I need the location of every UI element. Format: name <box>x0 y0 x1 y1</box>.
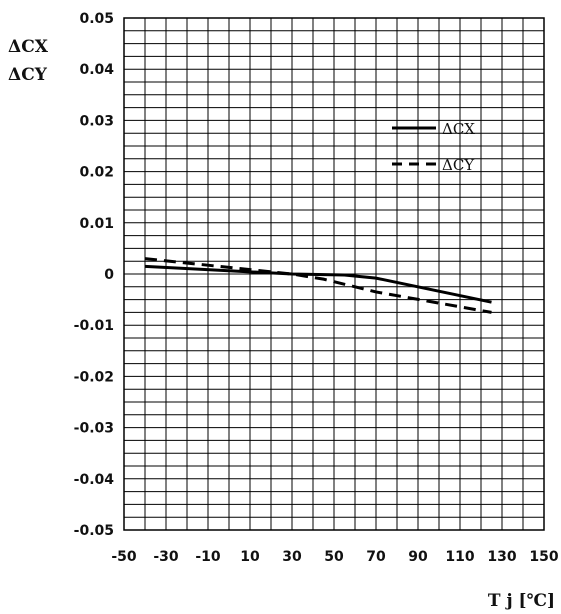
y-tick-label: 0.05 <box>79 11 114 27</box>
y-tick-labels: 0.05 0.04 0.03 0.02 0.01 0 -0.01 -0.02 -0.03 -0.0… <box>74 11 115 539</box>
series-group <box>144 257 492 314</box>
legend: ΔCX ΔCY <box>392 120 475 174</box>
x-tick-label: 70 <box>366 549 386 565</box>
y-tick-label: -0.04 <box>74 472 115 488</box>
y-axis-label-cy: ΔCY <box>8 65 48 85</box>
x-tick-label: -10 <box>195 549 221 565</box>
x-tick-label: 10 <box>240 549 260 565</box>
x-tick-label: 90 <box>408 549 428 565</box>
series-line-cy <box>144 257 492 314</box>
y-tick-label: 0.04 <box>79 62 114 78</box>
y-tick-label: 0 <box>104 267 114 283</box>
legend-label-cy: ΔCY <box>442 156 475 174</box>
y-axis-label-cx: ΔCX <box>8 37 49 57</box>
x-tick-label: -50 <box>111 549 137 565</box>
y-tick-label: -0.01 <box>74 318 114 334</box>
legend-label-cx: ΔCX <box>442 120 475 138</box>
series-line-cx <box>144 264 492 304</box>
x-tick-label: 30 <box>282 549 302 565</box>
y-tick-label: -0.05 <box>74 523 114 539</box>
x-tick-label: 150 <box>529 549 558 565</box>
x-tick-labels: -50 -30 -10 10 30 50 70 90 110 130 150 <box>111 549 559 565</box>
grid <box>124 18 544 530</box>
x-axis-label: T j [℃] <box>488 591 555 611</box>
y-tick-label: 0.01 <box>79 216 114 232</box>
y-tick-label: -0.03 <box>74 421 114 437</box>
x-tick-label: -30 <box>153 549 179 565</box>
x-tick-label: 130 <box>487 549 516 565</box>
y-tick-label: -0.02 <box>74 369 114 385</box>
plot-frame <box>123 17 545 531</box>
x-tick-label: 110 <box>445 549 474 565</box>
y-tick-label: 0.03 <box>79 113 114 129</box>
y-tick-label: 0.02 <box>79 165 114 181</box>
x-tick-label: 50 <box>324 549 344 565</box>
